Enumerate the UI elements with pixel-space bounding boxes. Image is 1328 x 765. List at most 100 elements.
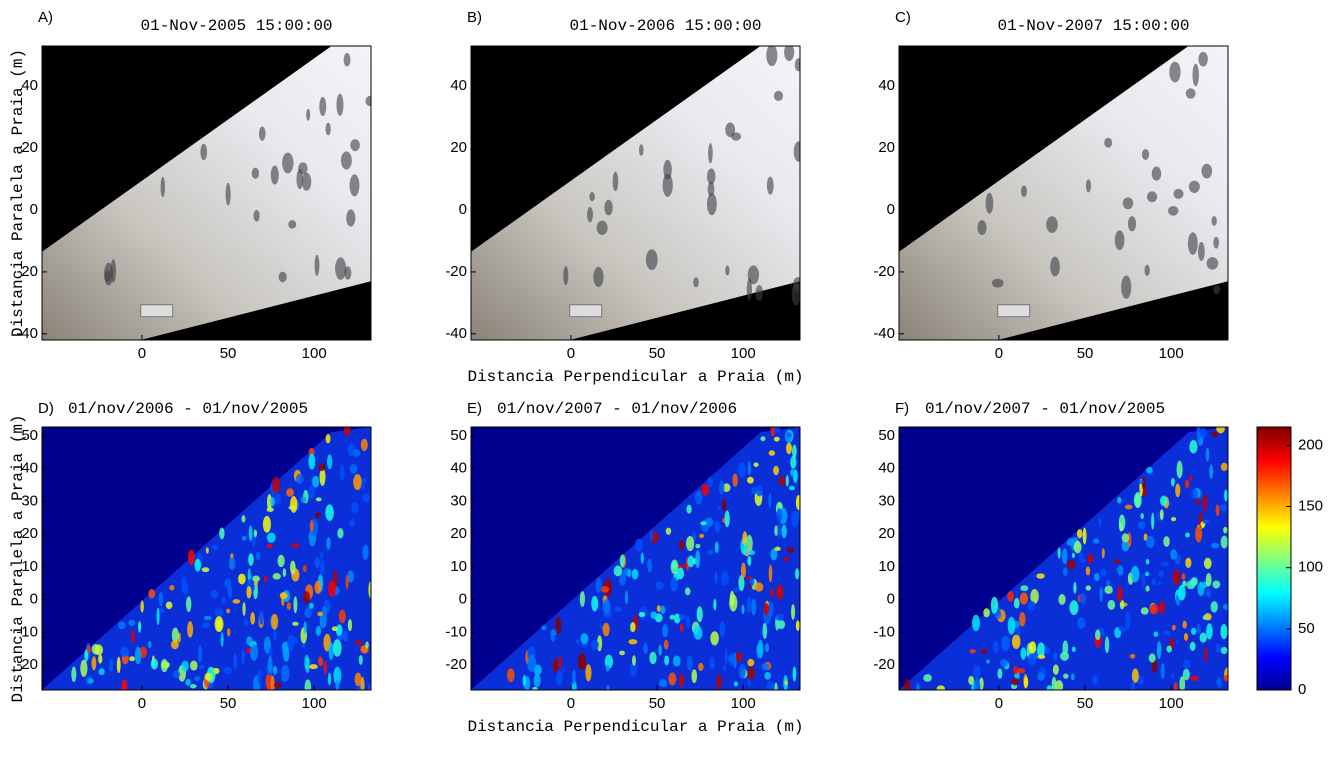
- change-blob: [286, 488, 294, 496]
- change-blob: [315, 557, 321, 568]
- change-blob: [1160, 509, 1164, 520]
- photo-streak: [1046, 216, 1058, 233]
- photo-streak: [731, 132, 741, 140]
- change-blob: [281, 665, 290, 682]
- change-blob: [1119, 514, 1126, 530]
- change-blob: [632, 655, 636, 666]
- photo-streak: [1123, 197, 1134, 209]
- change-blob: [1098, 517, 1101, 527]
- change-blob: [361, 439, 368, 452]
- change-blob: [1020, 585, 1028, 591]
- change-blob: [291, 543, 299, 548]
- y-tick-label: 50: [450, 427, 467, 444]
- photo-streak: [1213, 237, 1219, 249]
- change-blob: [1149, 653, 1156, 662]
- change-blob: [777, 508, 783, 521]
- change-blob: [1199, 428, 1207, 438]
- change-blob: [1190, 676, 1199, 681]
- change-blob: [1063, 567, 1067, 576]
- change-blob: [1079, 552, 1084, 558]
- change-blob: [1167, 645, 1172, 652]
- change-blob: [705, 517, 713, 526]
- change-blob: [308, 486, 315, 499]
- change-blob: [625, 591, 628, 605]
- change-blob: [1145, 572, 1149, 577]
- change-blob: [1197, 582, 1204, 596]
- photo-streak: [766, 44, 777, 66]
- change-blob: [1146, 559, 1149, 565]
- change-blob: [1150, 604, 1159, 615]
- x-tick-label: 0: [567, 695, 575, 712]
- change-blob: [1131, 566, 1140, 582]
- change-blob: [1189, 440, 1197, 453]
- photo-streak: [755, 285, 763, 301]
- change-blob: [553, 659, 559, 673]
- change-blob: [318, 463, 325, 471]
- change-blob: [724, 510, 729, 527]
- change-blob: [169, 585, 174, 591]
- structure: [570, 305, 602, 317]
- photo-streak: [344, 53, 351, 67]
- change-blob: [641, 552, 644, 564]
- change-blob: [355, 640, 363, 645]
- change-blob: [223, 667, 231, 674]
- change-blob: [767, 681, 775, 694]
- change-blob: [713, 599, 716, 611]
- change-blob: [658, 645, 661, 656]
- y-tick-label: 20: [450, 139, 467, 156]
- change-blob: [267, 533, 276, 543]
- x-tick-label: 100: [731, 695, 756, 712]
- panel-label: A): [38, 9, 53, 26]
- change-blob: [332, 626, 338, 631]
- photo-streak: [1121, 276, 1131, 299]
- change-blob: [138, 621, 141, 633]
- photo-streak: [350, 174, 360, 196]
- change-blob: [719, 621, 725, 637]
- change-blob: [131, 629, 135, 643]
- photo-streak: [298, 162, 308, 174]
- change-blob: [274, 682, 282, 688]
- panel-label: F): [895, 400, 909, 417]
- change-blob: [650, 530, 653, 542]
- change-blob: [785, 680, 788, 685]
- change-blob: [904, 679, 911, 696]
- change-blob: [1191, 628, 1196, 635]
- change-blob: [1099, 587, 1102, 602]
- change-blob: [1100, 569, 1107, 577]
- photo-streak: [226, 183, 231, 206]
- change-blob: [1072, 553, 1075, 558]
- change-blob: [673, 656, 681, 667]
- change-blob: [748, 461, 751, 475]
- change-blob: [765, 643, 769, 652]
- change-blob: [1083, 528, 1087, 545]
- change-blob: [1220, 504, 1227, 511]
- change-blob: [775, 614, 784, 621]
- change-blob: [1182, 573, 1186, 580]
- change-blob: [238, 574, 246, 585]
- photo-streak: [1168, 206, 1178, 216]
- change-blob: [981, 649, 988, 654]
- change-blob: [786, 475, 789, 487]
- change-blob: [664, 655, 669, 665]
- change-blob: [243, 619, 248, 625]
- structure: [141, 305, 173, 317]
- change-blob: [135, 647, 141, 665]
- change-blob: [523, 675, 527, 686]
- change-blob: [747, 477, 754, 484]
- change-blob: [140, 600, 143, 612]
- photo-streak: [792, 283, 801, 305]
- change-blob: [273, 629, 277, 642]
- change-blob: [1160, 496, 1167, 507]
- change-blob: [1093, 675, 1099, 686]
- y-tick-label: 10: [878, 558, 895, 575]
- change-blob: [280, 592, 288, 599]
- change-blob: [283, 568, 286, 577]
- change-blob: [339, 464, 344, 481]
- change-blob: [774, 683, 777, 694]
- change-blob: [1094, 573, 1099, 581]
- change-blob: [747, 659, 754, 666]
- change-blob: [741, 605, 744, 614]
- change-blob: [1126, 612, 1131, 630]
- photo-streak: [315, 255, 320, 276]
- y-tick-label: 50: [878, 427, 895, 444]
